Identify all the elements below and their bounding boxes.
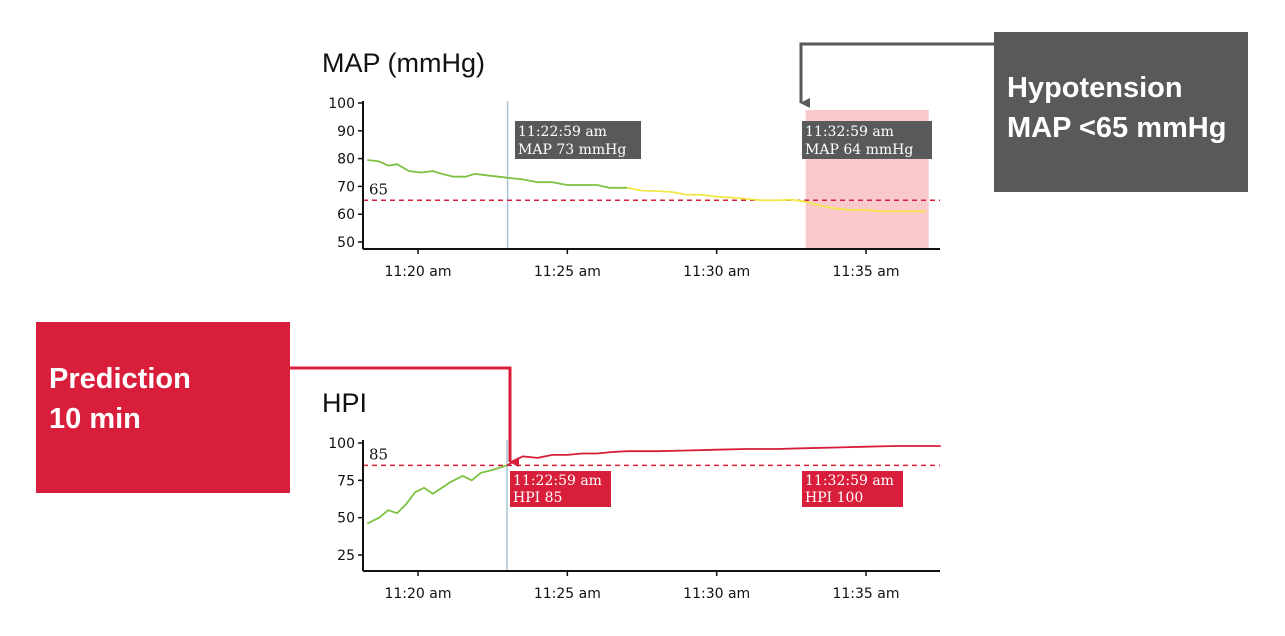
map-x-tick-label: 11:20 am <box>384 264 451 280</box>
map-series <box>367 159 926 213</box>
prediction-callout-box <box>36 322 290 493</box>
hpi-y-tick-label: 100 <box>328 436 355 452</box>
map-y-tick-label: 50 <box>337 235 355 251</box>
map-annotation-1-value: MAP 73 mmHg <box>518 142 626 158</box>
map-series-line-1 <box>367 159 628 189</box>
prediction-callout-subtitle: 10 min <box>49 403 141 435</box>
hpi-x-axis: 11:20 am 11:25 am 11:30 am 11:35 am <box>384 571 900 602</box>
hpi-annotation-1-time: 11:22:59 am <box>513 473 602 489</box>
map-x-tick-label: 11:30 am <box>683 264 750 280</box>
hpi-annotation-2-value: HPI 100 <box>805 490 863 506</box>
map-threshold-label: 65 <box>369 180 388 198</box>
hypotension-callout-box <box>994 32 1248 192</box>
map-annotation-1-time: 11:22:59 am <box>518 124 607 140</box>
hpi-y-tick-label: 50 <box>337 511 355 527</box>
map-annotation-2: 11:32:59 am MAP 64 mmHg <box>802 121 932 159</box>
hypotension-callout-title: Hypotension <box>1007 72 1183 104</box>
map-annotation-1: 11:22:59 am MAP 73 mmHg <box>515 121 641 159</box>
hpi-annotation-2: 11:32:59 am HPI 100 <box>802 471 903 507</box>
hpi-series-line-1 <box>366 464 508 525</box>
map-y-tick-label: 70 <box>337 179 355 195</box>
map-annotation-2-value: MAP 64 mmHg <box>805 142 913 158</box>
hpi-x-tick-label: 11:35 am <box>832 586 899 602</box>
map-chart: MAP (mmHg) 50 60 70 80 90 100 11:20 am 11:25 a… <box>322 48 940 280</box>
map-y-tick-label: 80 <box>337 152 355 168</box>
map-x-tick-label: 11:25 am <box>534 264 601 280</box>
hypotension-arrow <box>799 42 994 108</box>
hpi-y-tick-label: 25 <box>337 548 355 564</box>
map-x-tick-label: 11:35 am <box>832 264 899 280</box>
map-series-line-2 <box>626 186 926 213</box>
prediction-callout: Prediction 10 min <box>36 322 519 493</box>
prediction-arrow <box>290 366 519 467</box>
map-chart-title: MAP (mmHg) <box>322 48 485 78</box>
hpi-series-line-2 <box>506 445 941 467</box>
hpi-chart-title: HPI <box>322 388 367 418</box>
map-y-tick-label: 60 <box>337 207 355 223</box>
hpi-y-axis: 25 50 75 100 <box>328 436 363 564</box>
hypotension-callout-subtitle: MAP <65 mmHg <box>1007 112 1226 144</box>
hpi-threshold-label: 85 <box>369 445 388 463</box>
map-x-axis: 11:20 am 11:25 am 11:30 am 11:35 am <box>384 249 900 280</box>
hpi-annotation-1-value: HPI 85 <box>513 490 562 506</box>
map-annotation-2-time: 11:32:59 am <box>805 124 894 140</box>
hpi-y-tick-label: 75 <box>337 473 355 489</box>
hypotension-callout: Hypotension MAP <65 mmHg <box>799 32 1248 192</box>
hpi-annotation-1: 11:22:59 am HPI 85 <box>510 471 611 507</box>
hpi-annotation-2-time: 11:32:59 am <box>805 473 894 489</box>
prediction-callout-title: Prediction <box>49 363 191 395</box>
map-y-tick-label: 100 <box>328 96 355 112</box>
hpi-x-tick-label: 11:25 am <box>534 586 601 602</box>
map-y-tick-label: 90 <box>337 124 355 140</box>
map-y-axis: 50 60 70 80 90 100 <box>328 96 363 251</box>
hpi-x-tick-label: 11:30 am <box>683 586 750 602</box>
hpi-series <box>366 445 941 525</box>
hpi-x-tick-label: 11:20 am <box>384 586 451 602</box>
